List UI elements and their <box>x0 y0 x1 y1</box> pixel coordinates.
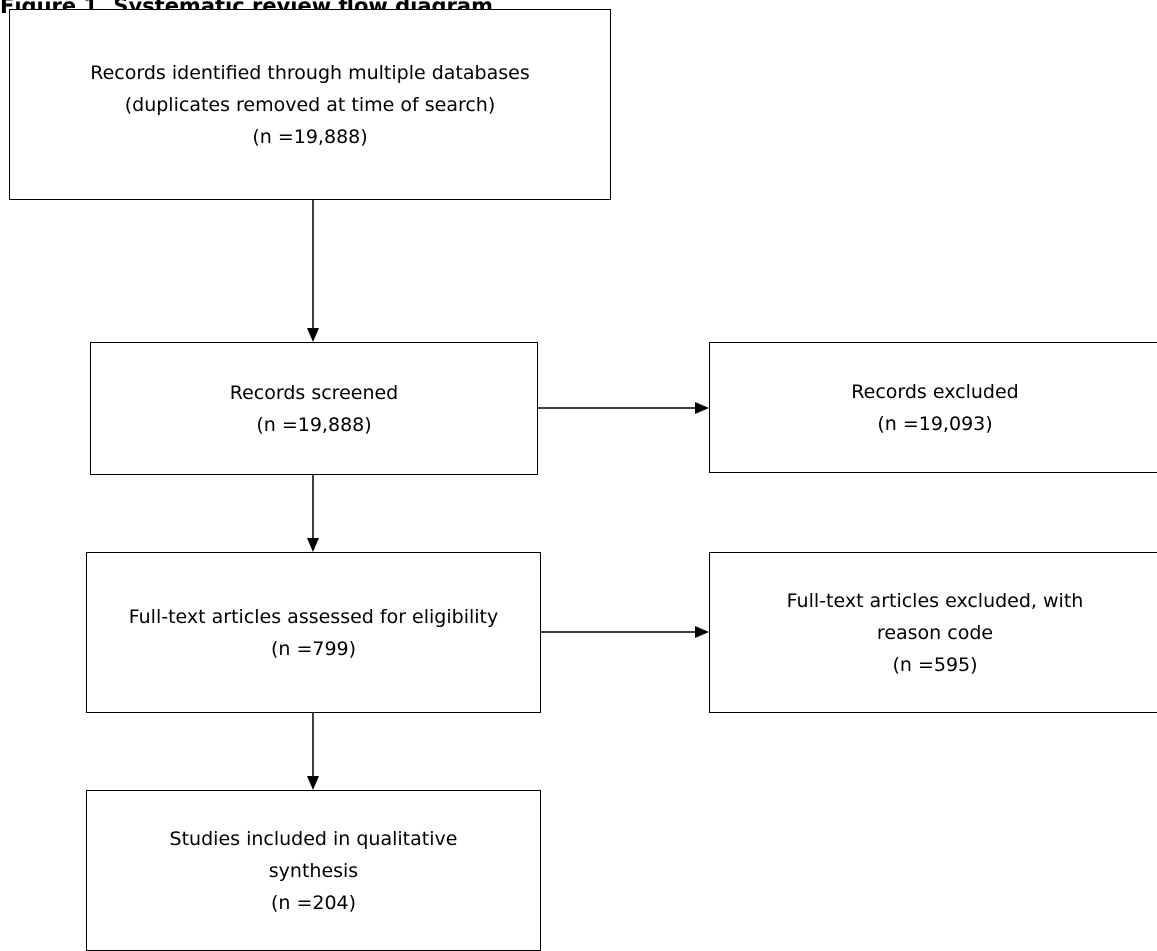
node-fulltext-assessed: Full-text articles assessed for eligibil… <box>86 552 541 713</box>
node-studies-included-line-2: synthesis <box>268 859 359 882</box>
node-records-excluded: Records excluded (n =19,093) <box>709 342 1157 473</box>
node-fulltext-assessed-line-1: Full-text articles assessed for eligibil… <box>128 605 499 628</box>
node-records-excluded-count: (n =19,093) <box>877 412 993 435</box>
node-records-screened-count: (n =19,888) <box>256 413 372 436</box>
arrowhead-screened <box>307 328 319 342</box>
arrowhead-excluded <box>695 402 709 414</box>
node-fulltext-excluded-count: (n =595) <box>892 653 978 676</box>
node-records-identified: Records identified through multiple data… <box>9 9 611 200</box>
arrowhead-included <box>307 776 319 790</box>
node-records-identified-count: (n =19,888) <box>252 125 368 148</box>
node-studies-included-line-1: Studies included in qualitative <box>169 827 458 850</box>
node-fulltext-assessed-count: (n =799) <box>270 637 357 660</box>
node-fulltext-excluded-line-2: reason code <box>876 621 994 644</box>
node-records-identified-line-1: Records identified through multiple data… <box>90 61 530 84</box>
node-fulltext-excluded-line-1: Full-text articles excluded, with <box>786 589 1084 612</box>
node-records-excluded-line-1: Records excluded <box>851 380 1019 403</box>
node-records-screened: Records screened (n =19,888) <box>90 342 538 475</box>
arrowhead-fulltext <box>307 538 319 552</box>
node-records-screened-line-1: Records screened <box>229 381 399 404</box>
node-studies-included: Studies included in qualitative synthesi… <box>86 790 541 951</box>
arrowhead-fulltext-excluded <box>695 626 709 638</box>
node-studies-included-count: (n =204) <box>270 891 357 914</box>
node-records-identified-line-2: (duplicates removed at time of search) <box>124 93 496 116</box>
node-fulltext-excluded: Full-text articles excluded, with reason… <box>709 552 1157 713</box>
